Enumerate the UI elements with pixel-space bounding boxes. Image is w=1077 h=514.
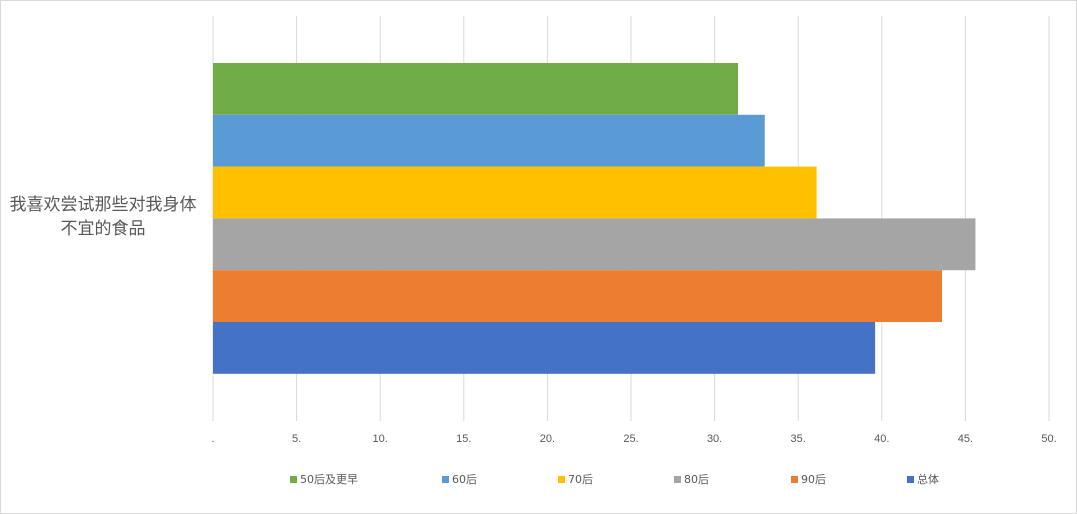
x-tick-label: 5. [292, 433, 301, 445]
legend-item: 总体 [907, 471, 939, 487]
legend-item: 80后 [674, 471, 709, 487]
legend-label: 70后 [568, 473, 593, 486]
bar [213, 114, 765, 167]
x-tick-label: 40. [874, 433, 889, 445]
x-tick-label: . [211, 433, 214, 445]
legend-item: 60后 [442, 471, 477, 487]
x-tick-label: 35. [791, 433, 806, 445]
x-tick-label: 15. [456, 433, 471, 445]
legend-label: 总体 [917, 473, 939, 486]
legend-label: 90后 [801, 473, 826, 486]
legend-item: 70后 [558, 471, 593, 487]
legend-swatch [674, 475, 681, 483]
legend-item: 90后 [791, 471, 826, 487]
legend-swatch [907, 475, 914, 483]
x-tick-label: 50. [1041, 433, 1056, 445]
category-label: 我喜欢尝试那些对我身体不宜的食品 [9, 195, 197, 239]
bar [213, 218, 976, 271]
legend-swatch [442, 475, 449, 483]
x-tick-label: 20. [540, 433, 555, 445]
x-tick-label: 25. [623, 433, 638, 445]
bar [213, 166, 817, 219]
x-tick-label: 30. [707, 433, 722, 445]
bar [213, 63, 739, 115]
legend: 50后及更早 60后 70后 80后 90后 总体 [1, 471, 1076, 487]
bar [213, 270, 942, 322]
legend-item: 50后及更早 [290, 471, 358, 487]
legend-swatch [290, 475, 297, 483]
x-tick-label: 10. [373, 433, 388, 445]
legend-swatch [558, 475, 565, 483]
bar [213, 322, 876, 374]
legend-label: 50后及更早 [300, 473, 358, 486]
x-tick-label: 45. [958, 433, 973, 445]
legend-label: 80后 [684, 473, 709, 486]
legend-label: 60后 [452, 473, 477, 486]
legend-swatch [791, 475, 798, 483]
